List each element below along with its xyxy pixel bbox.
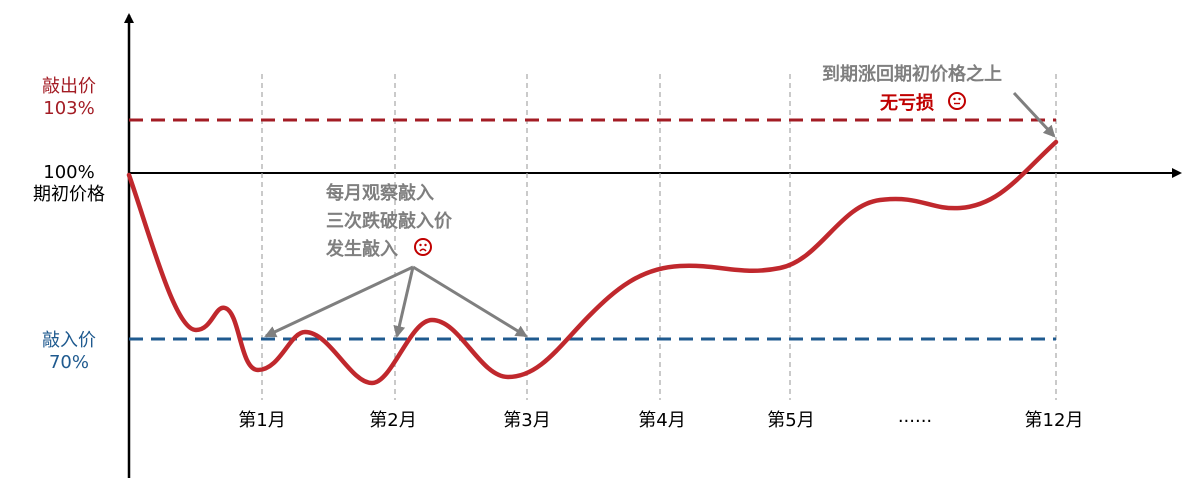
- observation-arrows: [264, 91, 1056, 338]
- month-label-3: 第3月: [503, 410, 551, 431]
- neutral-face-icon: [948, 92, 967, 110]
- month-label-5: 第5月: [767, 410, 815, 431]
- arrow-to-month-12: [1012, 91, 1056, 138]
- arrow-to-month-3: [412, 265, 528, 338]
- arrow-to-month-1: [264, 265, 414, 338]
- start-price-percent: 100%: [43, 162, 95, 183]
- month-label-2: 第2月: [369, 410, 417, 431]
- knock-in-percent: 70%: [48, 351, 89, 373]
- arrow-to-month-2: [393, 266, 415, 338]
- price-path-line: [126, 139, 1059, 386]
- knock-out-percent: 103%: [43, 97, 95, 119]
- sad-face-icon: [414, 238, 433, 256]
- observation-line-2: 三次跌破敲入价: [326, 211, 452, 232]
- start-price-name: 期初价格: [33, 183, 105, 205]
- maturity-annotation-line-2: 无亏损: [880, 93, 934, 114]
- knock-out-name: 敲出价: [42, 76, 96, 97]
- month-label-4: 第4月: [638, 410, 686, 431]
- maturity-annotation-line-2-wrap: 无亏损: [880, 92, 967, 115]
- month-label-1: 第1月: [238, 410, 286, 431]
- knock-out-label: 敲出价 103%: [38, 76, 100, 119]
- observation-annotation: 每月观察敲入 三次跌破敲入价 发生敲入: [326, 180, 452, 264]
- maturity-annotation-line-1: 到期涨回期初价格之上: [822, 64, 1002, 85]
- month-label-ellipsis: ......: [897, 406, 933, 427]
- observation-line-3: 发生敲入: [326, 239, 398, 260]
- knock-in-label: 敲入价 70%: [36, 330, 102, 373]
- knock-in-name: 敲入价: [42, 330, 96, 351]
- month-gridlines: [261, 74, 1057, 400]
- month-label-12: 第12月: [1024, 410, 1084, 431]
- observation-line-1: 每月观察敲入: [326, 183, 434, 204]
- start-price-label: 100% 期初价格: [22, 162, 116, 205]
